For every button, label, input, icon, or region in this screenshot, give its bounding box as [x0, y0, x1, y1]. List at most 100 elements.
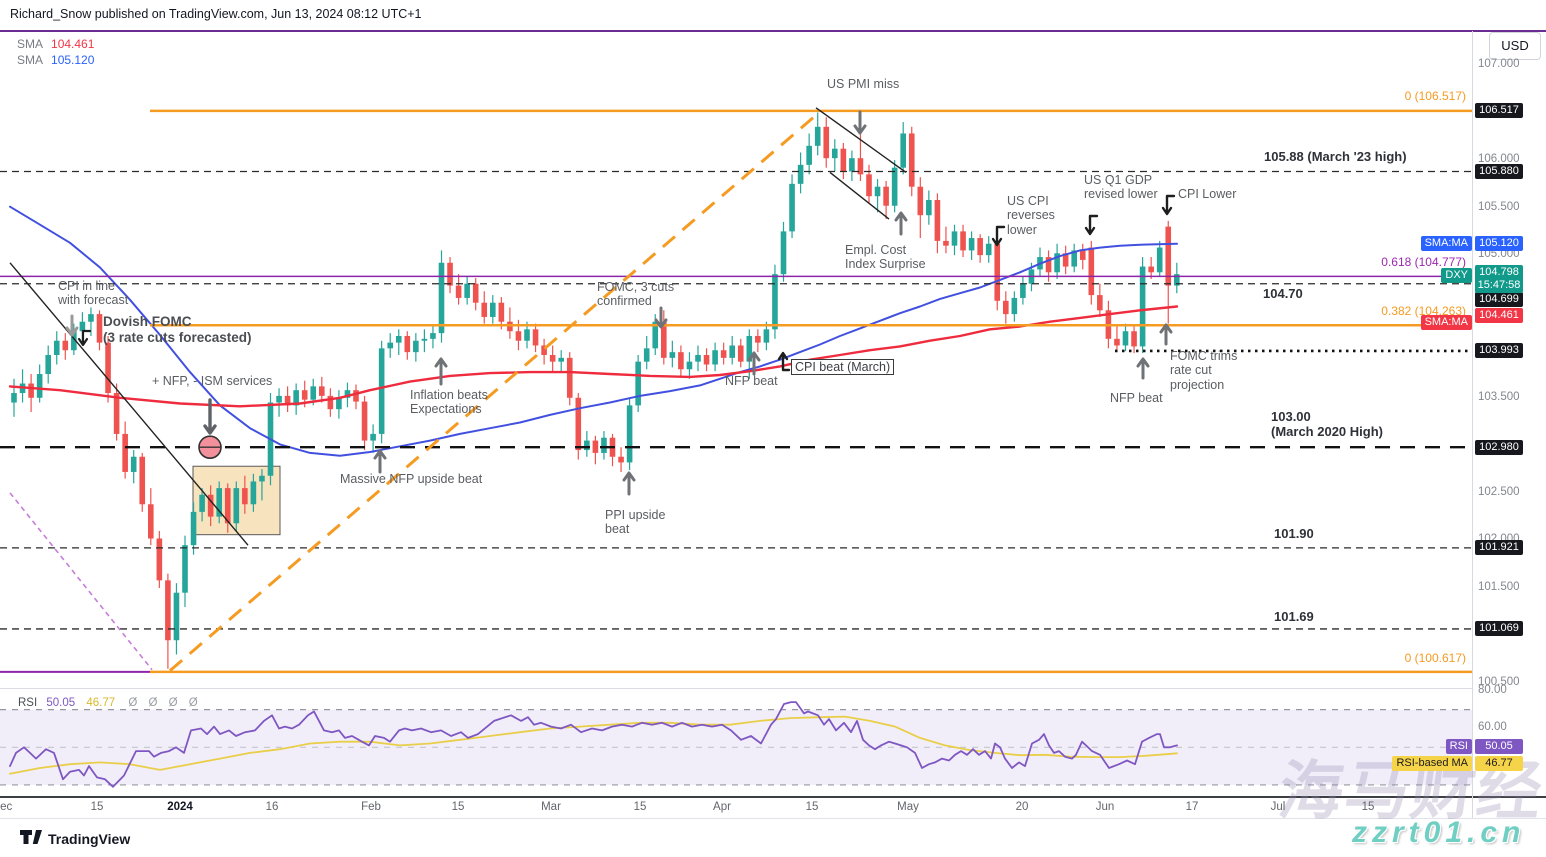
candle-body: [404, 335, 411, 353]
candle-body: [353, 390, 359, 402]
candle-body: [344, 390, 351, 398]
candle-body: [1088, 247, 1095, 296]
candle-body: [985, 243, 992, 256]
candle-body: [45, 354, 51, 375]
annotation-arrow-down-icon: [853, 110, 867, 135]
candle-body: [1079, 250, 1086, 260]
candle-body: [720, 350, 727, 358]
candle-body: [319, 386, 325, 396]
rsi-value: 50.05: [46, 697, 76, 709]
candle-body: [53, 340, 60, 355]
candle-body: [1165, 226, 1172, 286]
candle-body: [216, 488, 222, 517]
publish-title: Richard_Snow published on TradingView.co…: [10, 7, 422, 21]
candle-body: [293, 390, 299, 406]
legend-sma-fast: SMA 104.461: [17, 37, 95, 51]
legend-sma-slow: SMA 105.120: [17, 53, 95, 67]
candle-body: [960, 231, 966, 251]
annotation-arrow-up-icon: [1159, 323, 1173, 346]
annotation-arrow-up-icon: [747, 351, 761, 376]
candle-body: [601, 437, 607, 453]
candle-body: [780, 231, 787, 275]
candle-body: [968, 238, 975, 251]
candle-body: [464, 283, 470, 298]
candle-body: [737, 345, 744, 362]
rsi-ma-value: 46.77: [86, 697, 116, 709]
candle-body: [874, 186, 881, 197]
candle-body: [447, 262, 453, 286]
candle-body: [370, 433, 376, 441]
candle-body: [301, 390, 308, 400]
candle-body: [686, 361, 693, 370]
candle-body: [130, 456, 137, 472]
candle-body: [472, 283, 479, 303]
tradingview-logo[interactable]: TradingView: [20, 830, 130, 848]
candle-body: [327, 395, 334, 410]
candle-body: [1122, 331, 1129, 346]
pane-separator[interactable]: [0, 688, 1472, 689]
candle-body: [88, 314, 94, 322]
candle-body: [62, 340, 69, 351]
candle-body: [1054, 253, 1060, 273]
candle-body: [789, 183, 795, 232]
candle-body: [310, 386, 317, 400]
candle-body: [1003, 300, 1009, 315]
candle-body: [490, 302, 496, 317]
candle-body: [977, 238, 983, 256]
candle-body: [165, 580, 171, 641]
annotation-arrow-up-icon: [434, 357, 448, 386]
candle-body: [148, 504, 154, 539]
candle-body: [900, 133, 906, 168]
candle-body: [823, 126, 830, 159]
candle-body: [378, 348, 385, 434]
candle-body: [524, 329, 530, 341]
candle-body: [387, 342, 393, 349]
candle-body: [481, 302, 488, 317]
candle-body: [199, 494, 205, 512]
trend-line: [169, 112, 819, 672]
candle-body: [113, 393, 120, 434]
trend-line: [9, 262, 249, 546]
currency-toggle-button[interactable]: USD: [1489, 32, 1541, 60]
priceaxis-separator[interactable]: [1472, 31, 1473, 818]
annotation-arrow-hook-down-icon: [1161, 194, 1176, 216]
candle-body: [840, 148, 847, 172]
candle-body: [891, 167, 898, 206]
candle-body: [866, 174, 872, 197]
candle-body: [532, 329, 539, 346]
candle-body: [455, 285, 462, 298]
annotation-arrow-hook-up-icon: [777, 351, 791, 372]
candle-body: [558, 357, 564, 362]
candle-body: [36, 374, 43, 398]
candle-body: [515, 331, 522, 341]
rsi-legend-label: RSI: [18, 697, 38, 709]
candle-body: [173, 592, 180, 641]
trend-line: [815, 107, 907, 174]
candle-body: [1011, 297, 1018, 315]
annotation-arrow-up-icon: [622, 471, 636, 496]
candle-body: [413, 340, 419, 353]
candle-body: [635, 361, 641, 406]
candle-body: [883, 186, 889, 206]
candle-body: [618, 456, 624, 463]
candle-body: [729, 345, 735, 358]
candle-body: [421, 338, 428, 341]
candle-body: [498, 302, 505, 322]
annotation-arrow-hook-down-icon: [77, 329, 92, 347]
candle-body: [438, 262, 445, 334]
candle-body: [1139, 266, 1146, 347]
candle-body: [797, 164, 804, 184]
candle-body: [626, 405, 633, 463]
candle-body: [541, 345, 547, 355]
candle-body: [695, 354, 701, 362]
tradingview-logo-icon: [20, 830, 42, 844]
candle-body: [1131, 331, 1137, 347]
annotation-arrow-down-icon: [203, 398, 217, 435]
candle-body: [242, 488, 248, 505]
candle-body: [105, 342, 111, 394]
candle-body: [250, 481, 257, 505]
candle-body: [11, 393, 17, 403]
candle-body: [592, 440, 599, 453]
